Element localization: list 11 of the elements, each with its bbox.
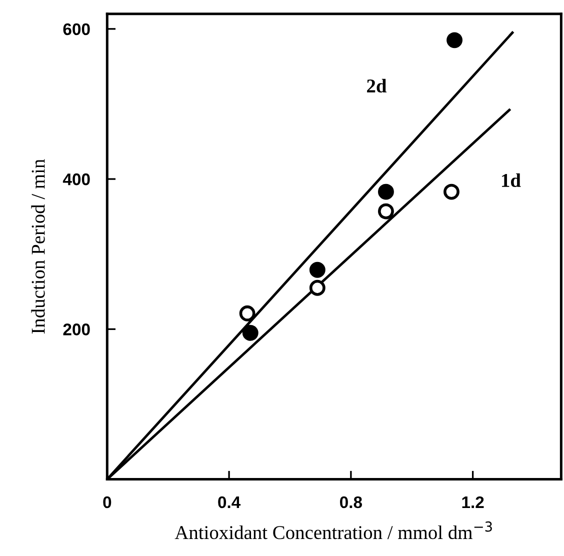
y-axis-title: Induction Period / min — [31, 159, 45, 334]
x-axis-title: Antioxidant Concentration / mmol dm$^{−3}$ — [174, 521, 492, 540]
y-tick-label: 200 — [63, 324, 90, 336]
x-tick-label: 0.4 — [218, 496, 241, 508]
y-tick-label: 600 — [63, 23, 90, 36]
text: 1d — [502, 173, 521, 188]
y-tick-label: 400 — [62, 173, 90, 186]
x-tick-label: 1.2 — [462, 496, 484, 508]
x-tick-label: 0.8 — [340, 496, 362, 508]
text: 2d — [367, 78, 387, 93]
x-tick-label: 0 — [103, 496, 112, 508]
